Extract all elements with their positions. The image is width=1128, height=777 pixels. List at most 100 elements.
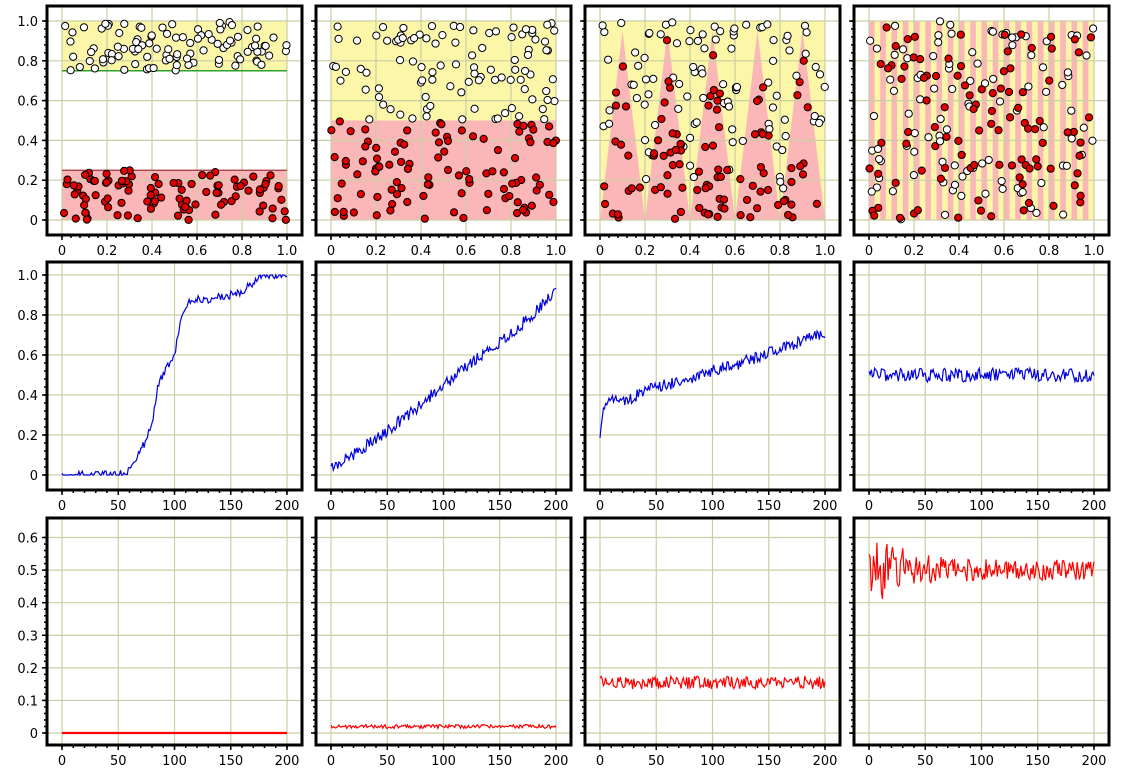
- region-class-b-stripe: [1004, 21, 1010, 220]
- point-class-b: [675, 160, 684, 169]
- point-class-a: [331, 62, 341, 71]
- point-class-a: [1062, 161, 1071, 170]
- point-class-a: [120, 65, 129, 74]
- point-class-b: [708, 51, 718, 60]
- y-tick-label: 0: [30, 469, 38, 484]
- point-class-b: [400, 140, 409, 149]
- point-class-a: [689, 62, 698, 72]
- x-tick-label: 0: [327, 754, 335, 769]
- axes-frame: [314, 4, 573, 237]
- region-class-b-stripe: [981, 21, 988, 220]
- point-class-a: [935, 137, 945, 146]
- x-tick-label: 0: [865, 499, 873, 514]
- point-class-b: [787, 164, 796, 173]
- point-class-a: [464, 77, 473, 86]
- point-class-b: [882, 23, 891, 32]
- point-class-a: [233, 32, 243, 41]
- point-class-a: [685, 133, 695, 142]
- point-class-a: [235, 55, 245, 64]
- point-class-b: [635, 183, 645, 192]
- point-class-b: [420, 214, 429, 223]
- point-class-a: [732, 82, 742, 92]
- point-class-b: [988, 88, 997, 98]
- point-class-b: [465, 174, 474, 184]
- point-class-b: [544, 122, 554, 131]
- point-class-b: [423, 180, 432, 189]
- point-class-a: [869, 111, 879, 121]
- point-class-b: [102, 169, 111, 178]
- x-tick-label: 150: [756, 754, 781, 769]
- point-class-b: [611, 88, 621, 97]
- point-class-a: [265, 51, 274, 60]
- point-class-b: [443, 136, 453, 146]
- point-class-a: [372, 31, 381, 40]
- point-class-a: [378, 23, 388, 32]
- point-class-a: [550, 97, 559, 106]
- point-class-b: [71, 214, 80, 223]
- y-tick-label: 0.6: [17, 349, 38, 364]
- x-tick-label: 150: [1025, 754, 1050, 769]
- point-class-b: [784, 210, 793, 220]
- point-class-a: [1008, 41, 1017, 50]
- point-class-a: [143, 52, 152, 61]
- point-class-b: [457, 189, 466, 198]
- point-class-b: [917, 166, 926, 175]
- point-class-b: [903, 34, 912, 44]
- point-class-b: [437, 120, 446, 129]
- point-class-b: [390, 147, 400, 156]
- point-class-b: [913, 206, 922, 215]
- point-class-a: [783, 31, 792, 40]
- x-tick-label: 50: [110, 754, 127, 769]
- point-class-b: [1047, 32, 1056, 41]
- point-class-b: [216, 200, 226, 209]
- region-class-a-stripe: [930, 21, 937, 220]
- point-class-b: [519, 121, 528, 131]
- point-class-b: [942, 132, 951, 141]
- point-class-b: [527, 201, 536, 210]
- point-class-b: [513, 198, 522, 207]
- region-class-b-stripe: [902, 21, 909, 220]
- point-class-a: [542, 86, 551, 96]
- point-class-a: [872, 183, 881, 192]
- point-class-a: [811, 62, 820, 72]
- point-class-b: [919, 73, 929, 82]
- x-tick-label: 0: [58, 499, 66, 514]
- point-class-b: [621, 102, 631, 111]
- point-class-a: [998, 184, 1007, 193]
- point-class-a: [942, 125, 951, 134]
- point-class-b: [796, 162, 805, 171]
- point-class-a: [510, 55, 519, 65]
- point-class-a: [426, 101, 435, 111]
- point-class-a: [134, 44, 143, 54]
- point-class-b: [484, 189, 493, 198]
- point-class-b: [1047, 44, 1056, 53]
- point-class-a: [866, 36, 875, 45]
- y-tick-label: 0.5: [17, 564, 38, 579]
- x-tick-label: 50: [648, 499, 665, 514]
- point-class-a: [500, 108, 510, 118]
- point-class-a: [1067, 106, 1076, 115]
- point-class-a: [1037, 178, 1046, 188]
- point-class-a: [193, 34, 203, 43]
- point-class-a: [1008, 33, 1017, 42]
- point-class-b: [653, 136, 663, 145]
- point-class-a: [75, 62, 84, 72]
- axes-frame: [583, 4, 842, 237]
- point-class-a: [600, 27, 609, 37]
- point-class-b: [965, 91, 974, 100]
- point-class-b: [81, 208, 90, 217]
- region-class-a-stripe: [897, 21, 904, 220]
- point-class-a: [243, 25, 252, 35]
- point-class-a: [675, 79, 684, 89]
- x-tick-label: 100: [431, 499, 456, 514]
- point-class-b: [799, 56, 808, 65]
- point-class-b: [713, 212, 722, 221]
- point-class-b: [1018, 180, 1027, 189]
- point-class-b: [59, 208, 69, 218]
- y-tick-label: 1.0: [17, 269, 38, 284]
- point-class-b: [1000, 30, 1009, 39]
- axes-frame: [45, 4, 304, 237]
- point-class-a: [68, 28, 77, 37]
- scatter-points: [59, 18, 291, 225]
- point-class-a: [478, 43, 487, 53]
